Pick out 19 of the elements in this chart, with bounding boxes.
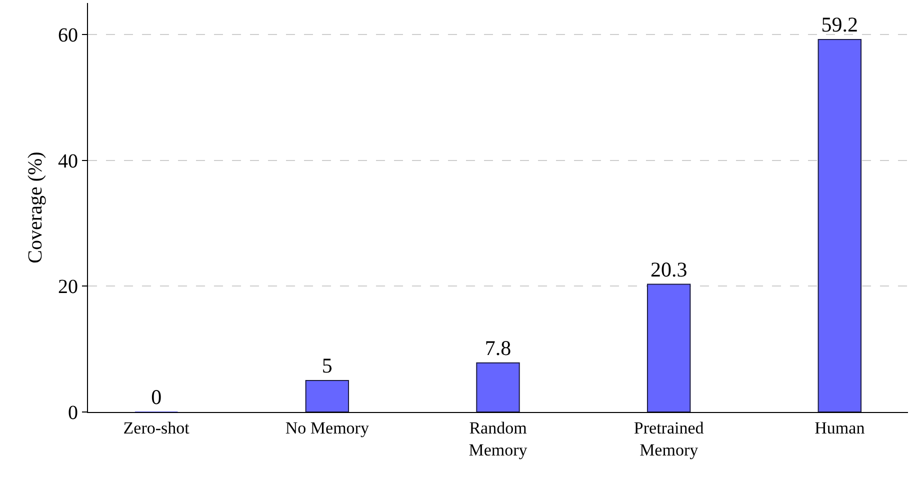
y-tick-label: 20 [58,276,78,298]
data-label: 7.8 [484,336,512,360]
bar [476,362,520,412]
bar [305,380,350,412]
y-axis-title: Coverage (%) [24,152,46,264]
y-tick-label: 40 [58,150,78,172]
x-tick-label: Zero-shot [123,418,190,438]
y-tick-label: 60 [58,24,78,46]
bar [646,284,691,412]
x-tick-label: Pretrained Memory [634,418,704,460]
bar [818,39,862,412]
x-tick-label: No Memory [285,418,370,438]
data-label: 0 [151,385,162,409]
y-tick-label: 0 [68,402,78,424]
data-label: 5 [322,354,332,378]
x-tick-label: Random Memory [468,418,528,460]
data-label: 59.2 [821,12,858,36]
data-label: 20.3 [650,257,688,282]
x-tick-label: Human [814,418,866,438]
